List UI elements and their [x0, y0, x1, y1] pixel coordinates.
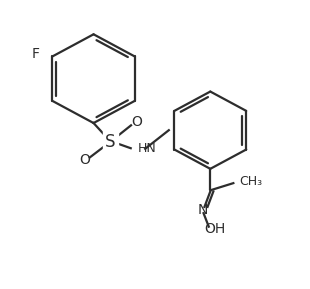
Text: HN: HN	[138, 142, 156, 155]
Text: O: O	[131, 116, 142, 129]
Text: N: N	[197, 203, 208, 217]
Text: CH₃: CH₃	[240, 175, 263, 188]
Text: OH: OH	[204, 222, 226, 236]
Text: F: F	[31, 47, 39, 61]
Text: S: S	[105, 133, 116, 151]
Text: O: O	[79, 153, 90, 167]
